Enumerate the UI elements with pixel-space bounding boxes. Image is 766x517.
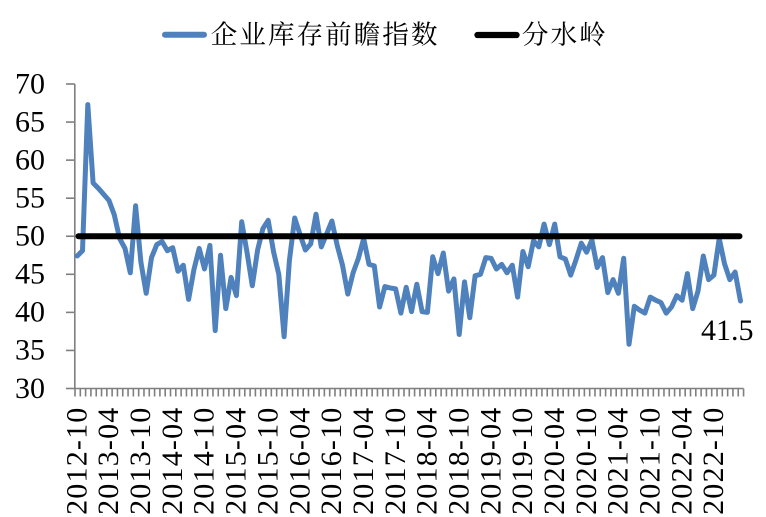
svg-text:50: 50	[15, 220, 45, 253]
svg-text:41.5: 41.5	[701, 314, 754, 347]
svg-text:2019-10: 2019-10	[506, 407, 539, 515]
svg-text:2014-04: 2014-04	[156, 407, 189, 515]
svg-text:2016-10: 2016-10	[315, 407, 348, 515]
svg-text:2017-04: 2017-04	[347, 407, 380, 515]
svg-text:2018-10: 2018-10	[442, 407, 475, 515]
svg-text:2018-04: 2018-04	[411, 407, 444, 515]
svg-text:2013-04: 2013-04	[92, 407, 125, 515]
svg-text:45: 45	[15, 258, 45, 291]
svg-text:2019-04: 2019-04	[474, 407, 507, 515]
svg-text:35: 35	[15, 334, 45, 367]
svg-text:2020-04: 2020-04	[538, 407, 571, 515]
svg-text:2015-04: 2015-04	[220, 407, 253, 515]
svg-text:2015-10: 2015-10	[251, 407, 284, 515]
svg-text:2017-10: 2017-10	[379, 407, 412, 515]
svg-text:65: 65	[15, 105, 45, 138]
svg-text:60: 60	[15, 143, 45, 176]
svg-text:2020-10: 2020-10	[570, 407, 603, 515]
svg-text:2022-10: 2022-10	[697, 407, 730, 515]
svg-text:40: 40	[15, 296, 45, 329]
svg-text:2021-04: 2021-04	[602, 407, 635, 515]
svg-text:55: 55	[15, 182, 45, 215]
svg-text:2022-04: 2022-04	[665, 407, 698, 515]
svg-text:2014-10: 2014-10	[188, 407, 221, 515]
svg-text:2016-04: 2016-04	[283, 407, 316, 515]
svg-text:2013-10: 2013-10	[124, 407, 157, 515]
svg-text:2021-10: 2021-10	[633, 407, 666, 515]
svg-text:2012-10: 2012-10	[60, 407, 93, 515]
svg-text:30: 30	[15, 372, 45, 405]
svg-text:70: 70	[15, 67, 45, 100]
